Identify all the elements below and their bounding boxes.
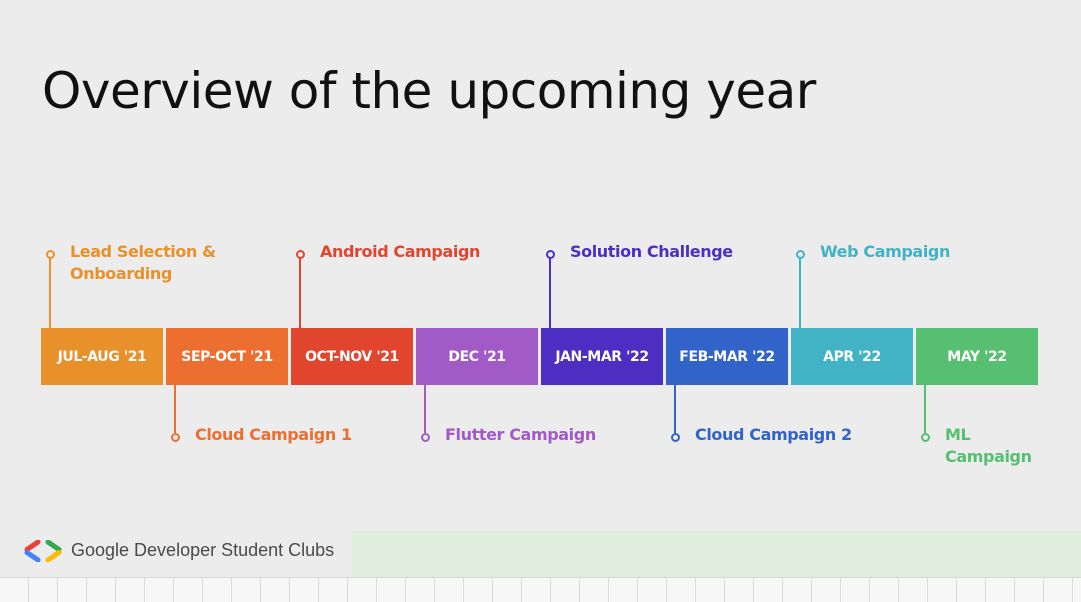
event-label: Solution Challenge: [570, 241, 733, 263]
event-marker: [545, 250, 555, 259]
event-marker: [45, 250, 55, 259]
event-connector: [299, 257, 301, 328]
event-label: Flutter Campaign: [445, 424, 596, 446]
gdsc-logo-icon: [24, 540, 64, 562]
event-label-line: Campaign: [945, 447, 1032, 466]
period-band: DEC '21: [416, 328, 538, 385]
event-connector: [924, 385, 926, 433]
bottom-strip: [0, 577, 1081, 602]
event-marker: [920, 433, 930, 442]
event-label-line: ML: [945, 425, 971, 444]
event-label: Cloud Campaign 2: [695, 424, 852, 446]
event-label-line: Cloud Campaign 1: [195, 425, 352, 444]
event-marker: [420, 433, 430, 442]
period-band: JAN-MAR '22: [541, 328, 663, 385]
period-band: FEB-MAR '22: [666, 328, 788, 385]
event-label-line: Web Campaign: [820, 242, 950, 261]
event-label-line: Solution Challenge: [570, 242, 733, 261]
event-label-line: Lead Selection &: [70, 242, 216, 261]
event-label: Android Campaign: [320, 241, 480, 263]
event-connector: [424, 385, 426, 433]
period-band: MAY '22: [916, 328, 1038, 385]
event-marker: [170, 433, 180, 442]
event-connector: [174, 385, 176, 433]
event-connector: [549, 257, 551, 328]
event-label: Web Campaign: [820, 241, 950, 263]
event-label-line: Cloud Campaign 2: [695, 425, 852, 444]
event-label: Cloud Campaign 1: [195, 424, 352, 446]
event-marker: [795, 250, 805, 259]
slide-title: Overview of the upcoming year: [42, 62, 816, 120]
event-marker: [295, 250, 305, 259]
period-band: APR '22: [791, 328, 913, 385]
event-connector: [674, 385, 676, 433]
event-label-line: Onboarding: [70, 264, 172, 283]
event-label: ML Campaign: [945, 424, 1032, 468]
event-label-line: Android Campaign: [320, 242, 481, 261]
event-label: Lead Selection & Onboarding: [70, 241, 216, 285]
event-connector: [799, 257, 801, 328]
footer-brand: Google Developer Student Clubs: [71, 540, 335, 560]
period-band: SEP-OCT '21: [166, 328, 288, 385]
event-marker: [670, 433, 680, 442]
period-band: JUL-AUG '21: [41, 328, 163, 385]
event-label-line: Flutter Campaign: [445, 425, 596, 444]
event-connector: [49, 257, 51, 328]
period-band: OCT-NOV '21: [291, 328, 413, 385]
